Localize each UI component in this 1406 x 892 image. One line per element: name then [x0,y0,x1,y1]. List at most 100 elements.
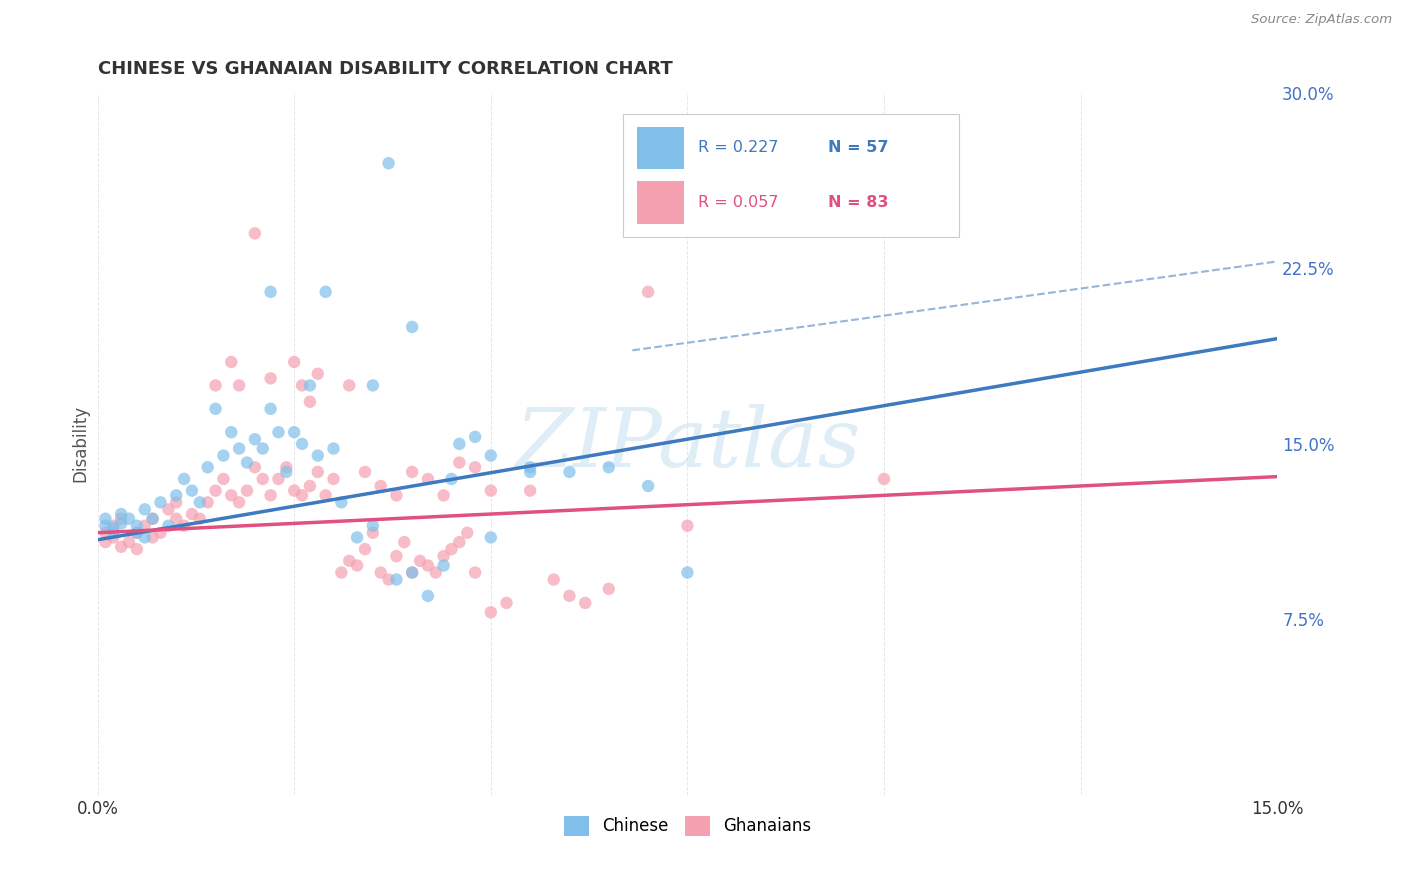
Text: N = 57: N = 57 [828,140,889,155]
Point [315,285,337,299]
Legend: Chinese, Ghanaians: Chinese, Ghanaians [557,809,818,843]
Point [118,512,141,526]
Point [574,596,596,610]
Point [370,479,392,493]
Point [322,442,344,456]
Point [598,460,620,475]
Point [298,378,321,392]
Point [228,442,250,456]
Point [377,156,399,170]
Point [204,401,226,416]
Point [433,488,456,502]
Point [354,542,377,557]
Point [440,472,463,486]
Point [676,518,699,533]
Point [173,518,195,533]
Point [346,531,368,545]
Point [243,460,266,475]
Point [276,465,298,479]
Point [204,378,226,392]
Point [267,472,290,486]
Point [307,367,329,381]
Point [298,479,321,493]
Point [219,355,242,369]
FancyBboxPatch shape [637,181,683,224]
Point [598,582,620,596]
Point [110,516,132,531]
Point [125,525,148,540]
Point [425,566,447,580]
Point [401,465,423,479]
Point [94,525,117,540]
Text: N = 83: N = 83 [828,195,889,210]
Point [157,518,180,533]
Text: Source: ZipAtlas.com: Source: ZipAtlas.com [1251,13,1392,27]
Point [125,542,148,557]
Point [361,525,384,540]
Point [252,442,274,456]
Point [519,460,541,475]
Text: R = 0.057: R = 0.057 [697,195,779,210]
Point [125,525,148,540]
FancyBboxPatch shape [637,127,683,169]
Point [637,285,659,299]
Point [346,558,368,573]
Point [173,472,195,486]
Point [142,512,165,526]
Point [149,495,172,509]
Point [337,554,360,568]
Point [433,558,456,573]
Point [228,378,250,392]
Point [449,456,471,470]
Point [243,227,266,241]
Point [103,531,125,545]
Point [157,502,180,516]
Point [165,512,187,526]
Point [433,549,456,563]
Point [394,535,416,549]
Point [401,566,423,580]
Point [416,558,439,573]
Point [637,479,659,493]
Point [283,355,305,369]
Point [330,495,353,509]
Point [134,531,156,545]
Point [449,535,471,549]
Point [94,512,117,526]
Point [385,549,408,563]
Point [464,566,486,580]
Point [188,512,211,526]
Point [361,518,384,533]
Point [142,512,165,526]
Point [276,460,298,475]
Point [103,518,125,533]
Point [479,605,502,619]
Point [110,512,132,526]
Point [409,554,432,568]
Point [149,525,172,540]
Point [385,573,408,587]
Point [337,378,360,392]
Point [219,488,242,502]
Point [219,425,242,440]
Point [370,566,392,580]
Point [495,596,517,610]
Point [377,573,399,587]
Point [479,483,502,498]
Point [103,525,125,540]
Point [94,518,117,533]
Point [134,502,156,516]
Point [519,465,541,479]
Point [416,472,439,486]
Point [181,483,204,498]
Point [212,449,235,463]
Point [259,401,281,416]
Point [283,483,305,498]
Text: CHINESE VS GHANAIAN DISABILITY CORRELATION CHART: CHINESE VS GHANAIAN DISABILITY CORRELATI… [97,60,672,78]
Point [165,495,187,509]
Point [873,472,896,486]
Point [449,437,471,451]
Point [259,488,281,502]
Point [197,460,219,475]
Point [283,425,305,440]
